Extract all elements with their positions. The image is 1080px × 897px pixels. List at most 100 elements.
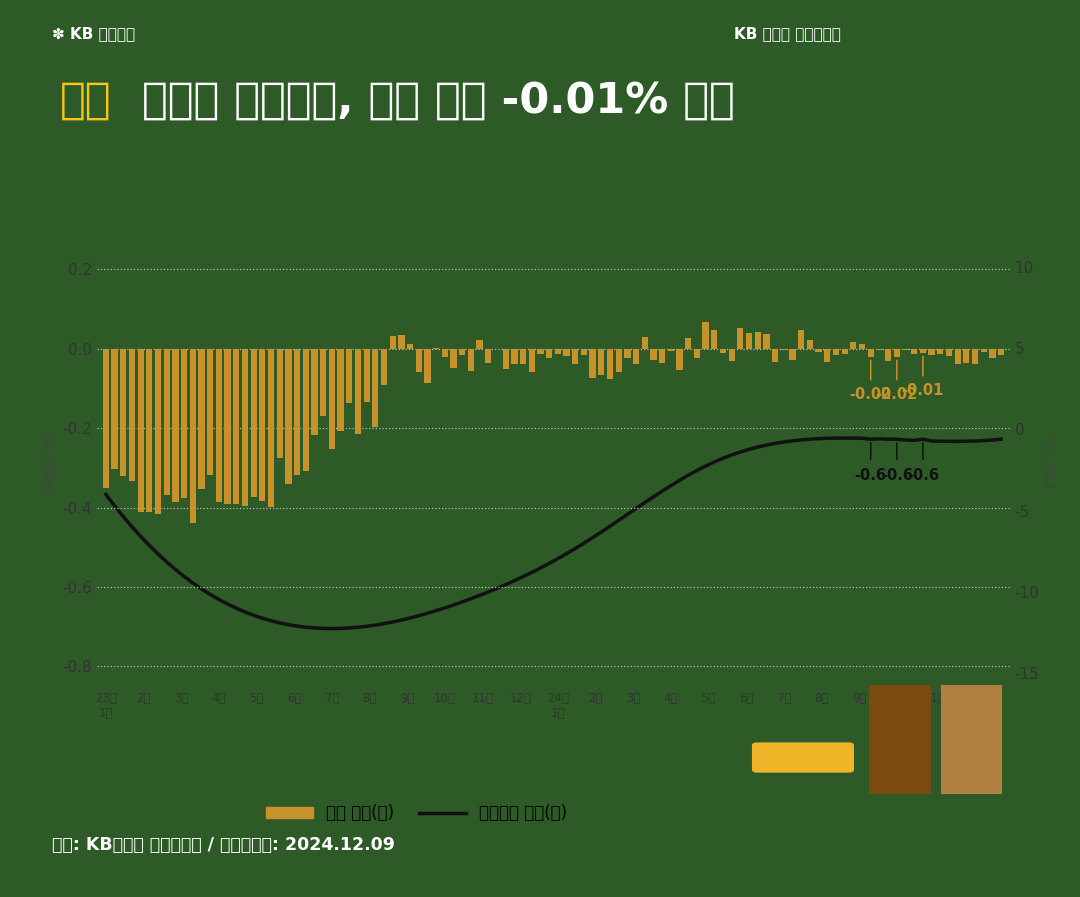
Bar [693, 349, 700, 358]
Bar [564, 349, 569, 356]
Bar [311, 349, 318, 435]
Bar [893, 349, 900, 357]
Bar [746, 333, 752, 349]
Text: 아파트 매매가격, 전주 대비 -0.01% 하락: 아파트 매매가격, 전주 대비 -0.01% 하락 [127, 80, 735, 121]
Text: -0.02: -0.02 [876, 387, 918, 402]
Bar [546, 349, 552, 358]
Bar [920, 349, 926, 353]
Bar [841, 349, 848, 354]
Bar [337, 349, 343, 431]
Bar [650, 349, 657, 360]
Bar [867, 349, 874, 357]
Bar [519, 349, 526, 363]
Bar [373, 349, 378, 427]
Bar [772, 349, 779, 361]
Bar [937, 349, 944, 354]
Bar [285, 349, 292, 484]
Bar [981, 349, 987, 353]
Bar [624, 349, 631, 358]
Bar [642, 337, 648, 349]
Bar [320, 349, 326, 416]
Bar [381, 349, 387, 385]
Bar [120, 349, 126, 476]
Bar [364, 349, 369, 403]
FancyBboxPatch shape [752, 743, 854, 772]
Legend: 전주 대비(좌), 전년동기 대비(우): 전주 대비(좌), 전년동기 대비(우) [259, 797, 573, 829]
Bar [390, 335, 396, 349]
Bar [633, 349, 639, 363]
Bar [850, 342, 856, 349]
Bar [555, 349, 561, 354]
Bar [989, 349, 996, 359]
Bar [676, 349, 683, 370]
Bar [955, 349, 961, 364]
Bar [946, 349, 953, 356]
Bar [607, 349, 613, 379]
Text: -0.01: -0.01 [902, 383, 944, 397]
Bar [572, 349, 579, 364]
Bar [798, 330, 805, 349]
Bar [859, 344, 865, 349]
Bar [137, 349, 144, 512]
Bar [885, 349, 891, 361]
Text: 자료: KB부동산 데이터허브 / 조사기준일: 2024.12.09: 자료: KB부동산 데이터허브 / 조사기준일: 2024.12.09 [52, 836, 394, 854]
Bar [163, 349, 170, 495]
Bar [154, 349, 161, 514]
Bar [416, 349, 422, 371]
Bar [485, 349, 491, 363]
Bar [233, 349, 240, 503]
Bar [111, 349, 118, 469]
Bar [199, 349, 204, 489]
Bar [207, 349, 214, 475]
Bar [789, 349, 796, 360]
Text: KB 부동산 데이터허브: KB 부동산 데이터허브 [734, 27, 841, 41]
Bar [328, 349, 335, 448]
Bar [598, 349, 605, 375]
Bar [146, 349, 152, 512]
Bar [242, 349, 248, 506]
Bar [399, 335, 405, 349]
Bar [476, 340, 483, 349]
Bar [468, 349, 474, 371]
Bar [616, 349, 622, 371]
Bar [511, 349, 517, 364]
Bar [346, 349, 352, 404]
Bar [659, 349, 665, 363]
Bar [302, 349, 309, 471]
Text: -0.6: -0.6 [907, 468, 939, 483]
Bar [181, 349, 187, 498]
Bar [355, 349, 361, 433]
Bar [807, 340, 813, 349]
Text: -0.02: -0.02 [850, 387, 892, 402]
Bar [450, 349, 457, 369]
Bar [276, 349, 283, 457]
Bar [941, 685, 1002, 794]
Bar [764, 334, 770, 349]
Bar [268, 349, 274, 507]
Bar [259, 349, 266, 501]
Text: ✽ KB 국민은행: ✽ KB 국민은행 [52, 27, 135, 41]
Bar [424, 349, 431, 383]
Bar [720, 349, 726, 353]
Text: 전국: 전국 [59, 80, 111, 121]
Y-axis label: (WoW %): (WoW %) [43, 431, 57, 493]
Bar [729, 349, 734, 361]
Text: -0.6: -0.6 [881, 468, 913, 483]
Bar [251, 349, 257, 497]
Bar [998, 349, 1004, 354]
Bar [815, 349, 822, 352]
Bar [225, 349, 231, 503]
Bar [129, 349, 135, 481]
Bar [528, 349, 535, 372]
Bar [103, 349, 109, 488]
Bar [833, 349, 839, 355]
Bar [711, 330, 717, 349]
Bar [702, 322, 708, 349]
Bar [190, 349, 195, 523]
Bar [869, 685, 931, 794]
Text: -0.6: -0.6 [854, 468, 887, 483]
Bar [459, 349, 465, 355]
Bar [738, 328, 743, 349]
Bar [685, 338, 691, 349]
Bar [963, 349, 970, 362]
